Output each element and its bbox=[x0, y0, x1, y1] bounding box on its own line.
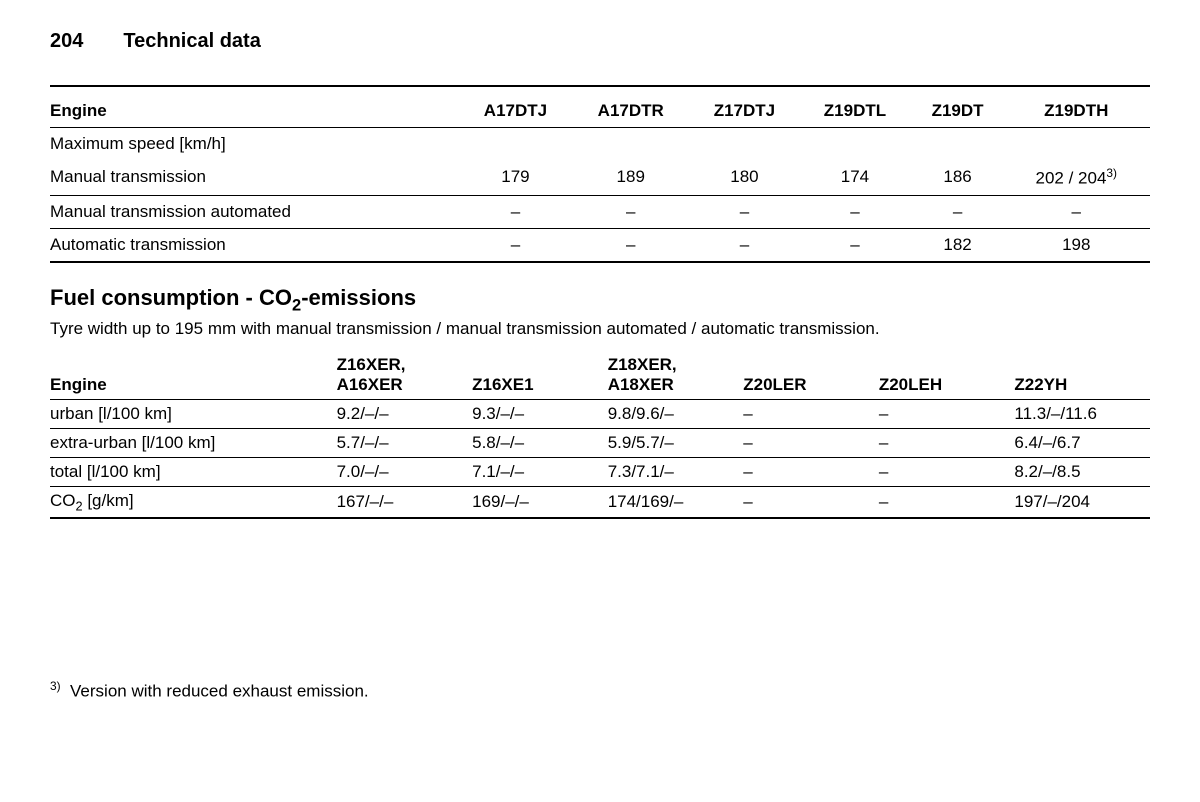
cell: 7.1/–/– bbox=[472, 458, 608, 487]
page-number: 204 bbox=[50, 30, 83, 53]
cell: 180 bbox=[692, 160, 802, 195]
cell: – bbox=[461, 228, 574, 262]
cell: – bbox=[801, 228, 912, 262]
cell: 167/–/– bbox=[337, 487, 473, 519]
page-section-title: Technical data bbox=[123, 30, 260, 53]
row-label: urban [l/100 km] bbox=[50, 400, 337, 429]
page-header: 204 Technical data bbox=[50, 30, 1150, 53]
fuel-consumption-table: Engine Z16XER,A16XER Z16XE1 Z18XER,A18XE… bbox=[50, 351, 1150, 519]
row-label: Manual transmission bbox=[50, 160, 461, 195]
row-label: Manual transmission automated bbox=[50, 195, 461, 228]
cell: 179 bbox=[461, 160, 574, 195]
table-col: Z19DT bbox=[913, 95, 1007, 128]
cell: 169/–/– bbox=[472, 487, 608, 519]
table-col: Z19DTH bbox=[1007, 95, 1151, 128]
cell: – bbox=[879, 458, 1015, 487]
cell: 7.0/–/– bbox=[337, 458, 473, 487]
cell: – bbox=[879, 487, 1015, 519]
section-title: Fuel consumption - CO2-emissions bbox=[50, 285, 1150, 315]
table-col: Z22YH bbox=[1014, 351, 1150, 400]
cell: 174/169/– bbox=[608, 487, 744, 519]
footnote: 3) Version with reduced exhaust emission… bbox=[50, 679, 1150, 702]
table-col: Z19DTL bbox=[801, 95, 912, 128]
cell: – bbox=[1007, 195, 1151, 228]
max-speed-table: Engine A17DTJ A17DTR Z17DTJ Z19DTL Z19DT… bbox=[50, 95, 1150, 263]
cell: – bbox=[574, 228, 692, 262]
table-col: Z17DTJ bbox=[692, 95, 802, 128]
cell: 182 bbox=[913, 228, 1007, 262]
cell: 5.8/–/– bbox=[472, 429, 608, 458]
cell: 9.8/9.6/– bbox=[608, 400, 744, 429]
cell: 186 bbox=[913, 160, 1007, 195]
cell: – bbox=[801, 195, 912, 228]
table-col: Z16XE1 bbox=[472, 351, 608, 400]
cell: 11.3/–/11.6 bbox=[1014, 400, 1150, 429]
table-header-engine: Engine bbox=[50, 95, 461, 128]
group-row: Maximum speed [km/h] bbox=[50, 128, 1150, 161]
cell: – bbox=[461, 195, 574, 228]
table-col: Z16XER,A16XER bbox=[337, 351, 473, 400]
table-col: A17DTJ bbox=[461, 95, 574, 128]
table-col: Z20LER bbox=[743, 351, 879, 400]
row-label: CO2 [g/km] bbox=[50, 487, 337, 519]
cell: 174 bbox=[801, 160, 912, 195]
table-col: Z20LEH bbox=[879, 351, 1015, 400]
cell: – bbox=[879, 429, 1015, 458]
cell: – bbox=[743, 400, 879, 429]
table-header-engine: Engine bbox=[50, 351, 337, 400]
cell: – bbox=[692, 228, 802, 262]
cell: 9.3/–/– bbox=[472, 400, 608, 429]
row-label: extra-urban [l/100 km] bbox=[50, 429, 337, 458]
cell: – bbox=[743, 429, 879, 458]
cell: – bbox=[913, 195, 1007, 228]
cell: – bbox=[692, 195, 802, 228]
cell: 7.3/7.1/– bbox=[608, 458, 744, 487]
row-label: total [l/100 km] bbox=[50, 458, 337, 487]
table-col: Z18XER,A18XER bbox=[608, 351, 744, 400]
cell: 197/–/204 bbox=[1014, 487, 1150, 519]
cell: 5.7/–/– bbox=[337, 429, 473, 458]
cell: 9.2/–/– bbox=[337, 400, 473, 429]
cell: 189 bbox=[574, 160, 692, 195]
cell: – bbox=[879, 400, 1015, 429]
cell: – bbox=[574, 195, 692, 228]
cell: – bbox=[743, 487, 879, 519]
section-subtitle: Tyre width up to 195 mm with manual tran… bbox=[50, 319, 1150, 339]
cell: 5.9/5.7/– bbox=[608, 429, 744, 458]
row-label: Automatic transmission bbox=[50, 228, 461, 262]
cell: – bbox=[743, 458, 879, 487]
cell: 8.2/–/8.5 bbox=[1014, 458, 1150, 487]
cell: 198 bbox=[1007, 228, 1151, 262]
divider bbox=[50, 85, 1150, 87]
cell: 202 / 2043) bbox=[1007, 160, 1151, 195]
table-col: A17DTR bbox=[574, 95, 692, 128]
cell: 6.4/–/6.7 bbox=[1014, 429, 1150, 458]
